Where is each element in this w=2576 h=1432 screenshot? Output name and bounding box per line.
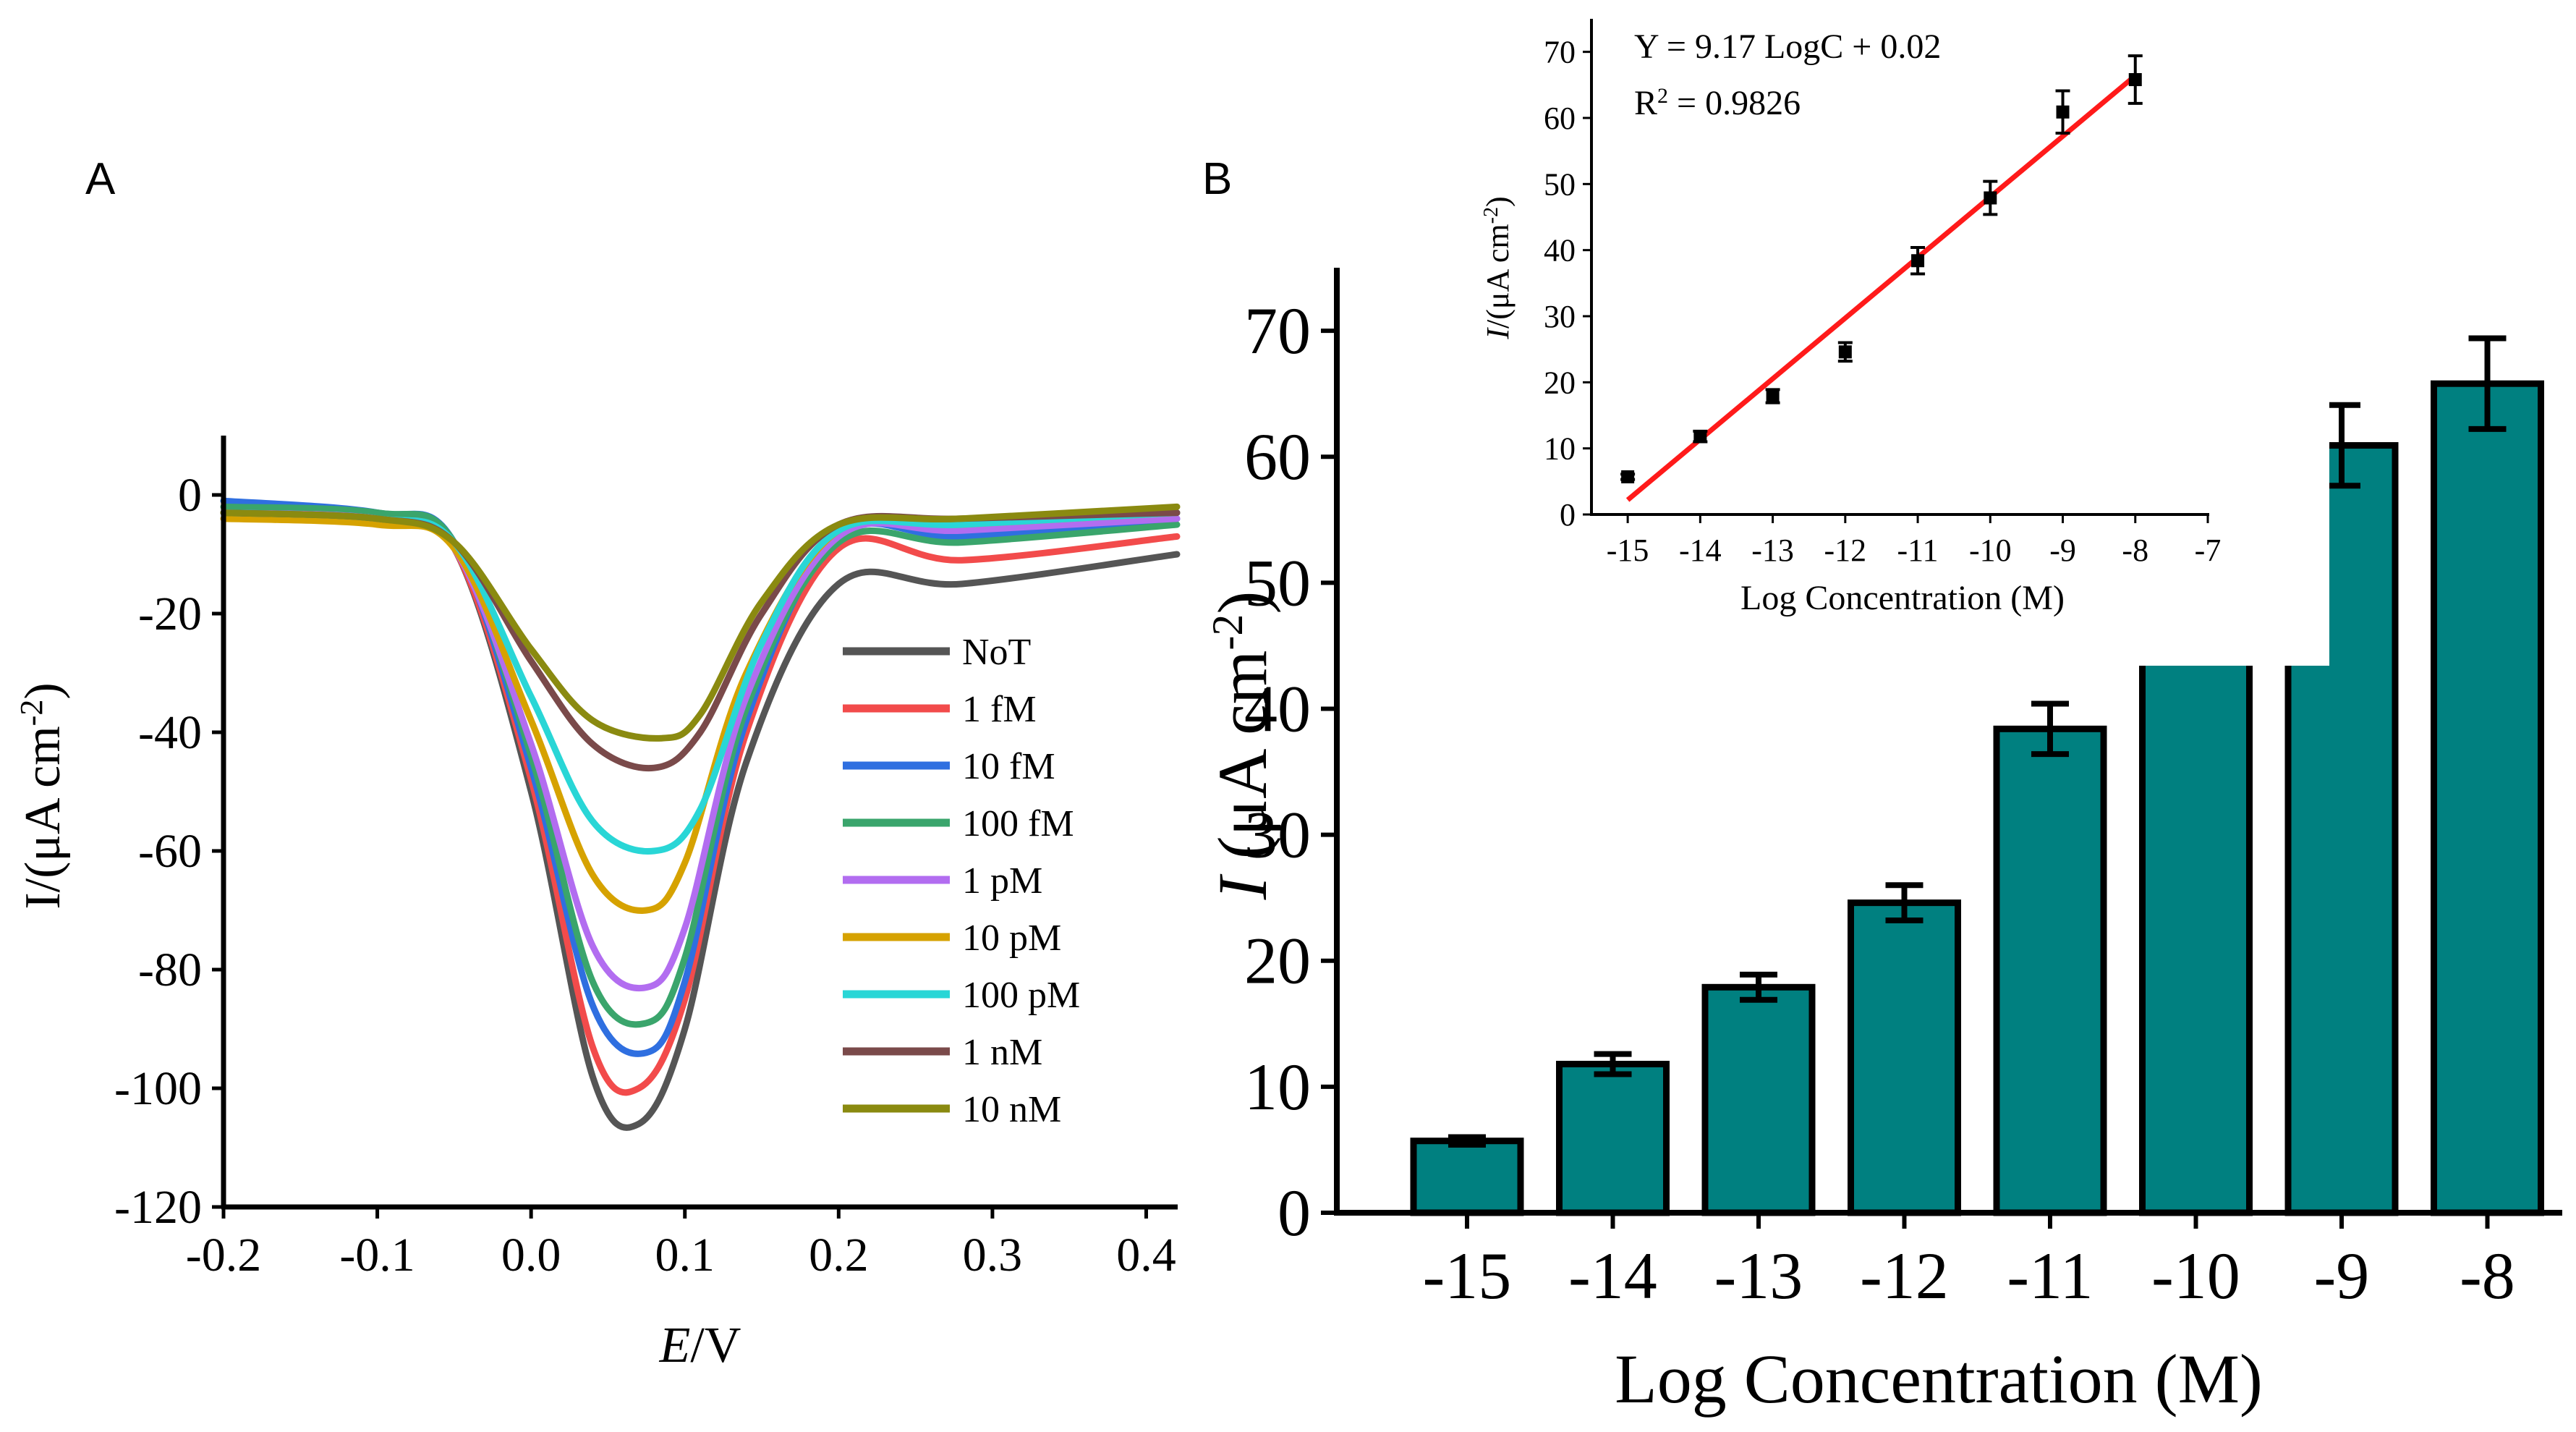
inset-point (1984, 191, 1997, 205)
panel-a-line-chart: -0.2 -0.1 0.0 0.1 0.2 0.3 0.4 0 -20 -40 -60 -80 -100… (14, 436, 1181, 1373)
x-tick-label: -13 (1714, 1239, 1803, 1313)
x-tick-label: -0.2 (186, 1229, 261, 1281)
inset-x-label: Log Concentration (M) (1740, 579, 2065, 617)
panel-a-ticks: -0.2 -0.1 0.0 0.1 0.2 0.3 0.4 0 -20 -40 -60 -80 -100… (114, 469, 1176, 1281)
bar (1701, 983, 1816, 1216)
y-tick-label: 0 (178, 469, 202, 522)
y-tick-label: 30 (1244, 798, 1311, 872)
x-tick-label: -0.1 (339, 1229, 415, 1281)
x-tick-label: -9 (2314, 1239, 2370, 1313)
inset-y-tick-label: 40 (1544, 233, 1576, 268)
series-line-10-nm (220, 503, 1181, 742)
inset-x-tick-label: -8 (2122, 533, 2148, 568)
inset-y-tick-label: 0 (1560, 497, 1576, 533)
legend-label: 1 nM (962, 1032, 1042, 1073)
bar (2139, 606, 2253, 1216)
inset-r-squared: R2 = 0.9826 (1634, 84, 1801, 123)
legend-label: 10 nM (962, 1089, 1061, 1130)
inset-x-tick-label: -12 (1824, 533, 1866, 568)
inset-x-tick-label: -13 (1751, 533, 1794, 568)
inset-point (2056, 105, 2070, 119)
y-tick-label: -40 (138, 706, 202, 759)
inset-equation: Y = 9.17 LogC + 0.02 (1634, 27, 1941, 66)
y-tick-label: 70 (1244, 294, 1311, 368)
bar (1993, 725, 2107, 1216)
panel-b-inset-scatter: -15 -14 -13 -12 -11 -10 -9 -8 -7010203040506070 … (1480, 14, 2329, 666)
inset-x-tick-label: -14 (1679, 533, 1722, 568)
inset-fit-line (1625, 73, 2138, 502)
inset-point (1621, 470, 1635, 483)
panel-b-bar-chart: -15 -14 -13 -12 -11 -10 -9 -8 0 10 20 30 40 50 60 70 Lo… (1204, 268, 2562, 1418)
inset-x-tick-label: -10 (1969, 533, 2012, 568)
x-tick-label: 0.3 (963, 1229, 1023, 1281)
inset-background (1541, 14, 2329, 666)
y-tick-label: 40 (1244, 671, 1311, 745)
y-tick-label: -60 (138, 825, 202, 878)
y-tick-label: 50 (1244, 546, 1311, 619)
legend-label: 10 fM (962, 746, 1055, 787)
x-tick-label: -15 (1423, 1239, 1512, 1313)
inset-y-tick-label: 60 (1544, 101, 1576, 136)
inset-x-tick-label: -11 (1897, 533, 1939, 568)
inset-point (1838, 345, 1852, 359)
bar (1848, 899, 1961, 1216)
bar (2431, 380, 2544, 1216)
panel-a-series-lines (220, 497, 1181, 1131)
y-tick-label: -120 (114, 1181, 202, 1234)
legend-label: 100 fM (962, 803, 1074, 844)
x-tick-label: -12 (1860, 1239, 1949, 1313)
legend-label: 100 pM (962, 975, 1080, 1016)
inset-y-tick-label: 10 (1544, 431, 1576, 467)
legend-label: 1 pM (962, 860, 1042, 902)
panel-a-legend: NoT 1 fM 10 fM 100 fM 1 pM 10 pM 100 pM 1 nM 10 … (843, 632, 1080, 1130)
y-tick-label: 60 (1244, 420, 1311, 493)
panel-a-y-label: I/(μA cm-2) (14, 682, 72, 909)
panel-b-y-label: I (μA cm-2) (1204, 591, 1281, 901)
bar (1556, 1061, 1670, 1216)
inset-x-tick-label: -9 (2049, 533, 2076, 568)
inset-y-tick-label: 70 (1544, 35, 1576, 70)
inset-point (2128, 73, 2142, 87)
x-tick-label: 0.4 (1116, 1229, 1176, 1281)
inset-point (1911, 254, 1925, 268)
inset-y-tick-label: 50 (1544, 166, 1576, 202)
legend-label: 10 pM (962, 918, 1061, 959)
panel-b-ticks: -15 -14 -13 -12 -11 -10 -9 -8 0 10 20 30 40 50 60 70 (1244, 294, 2515, 1313)
y-tick-label: -20 (138, 588, 202, 640)
y-tick-label: -100 (114, 1062, 202, 1115)
y-tick-label: 20 (1244, 924, 1311, 998)
inset-y-tick-label: 20 (1544, 365, 1576, 400)
series-line-100-pm (220, 509, 1181, 855)
x-tick-label: -10 (2151, 1239, 2240, 1313)
inset-y-label: I/(μA cm-2) (1480, 196, 1516, 339)
bar (1410, 1137, 1524, 1216)
panel-b-x-label: Log Concentration (M) (1615, 1340, 2263, 1418)
legend-label: 1 fM (962, 689, 1037, 730)
inset-ticks: -15 -14 -13 -12 -11 -10 -9 -8 -7 0 10 20 30 40 50 60 70 (1544, 35, 2221, 568)
x-tick-label: 0.0 (501, 1229, 561, 1281)
panel-a-x-label: E/V (659, 1318, 741, 1373)
panel-label-a: A (85, 154, 116, 204)
x-tick-label: -11 (2007, 1239, 2093, 1313)
panel-label-b: B (1202, 154, 1232, 204)
x-tick-label: -14 (1568, 1239, 1657, 1313)
y-tick-label: 10 (1244, 1050, 1311, 1124)
legend-label: NoT (962, 632, 1031, 673)
x-tick-label: -8 (2460, 1239, 2515, 1313)
inset-y-tick-label: 30 (1544, 299, 1576, 334)
inset-x-tick-label: -7 (2195, 533, 2222, 568)
inset-point (1766, 389, 1780, 403)
x-tick-label: 0.2 (809, 1229, 869, 1281)
inset-x-tick-label: -15 (1607, 533, 1649, 568)
inset-points (1620, 54, 2143, 483)
x-tick-label: 0.1 (655, 1229, 715, 1281)
y-tick-label: -80 (138, 944, 202, 996)
inset-point (1693, 430, 1707, 444)
y-tick-label: 0 (1278, 1176, 1311, 1250)
